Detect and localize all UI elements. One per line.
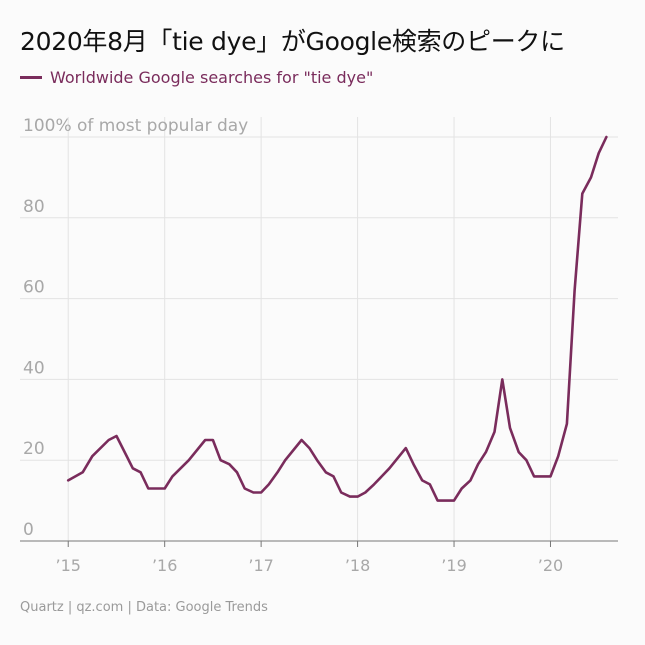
y-tick-label: 100% of most popular day [23, 116, 248, 136]
x-tick-label: ’16 [152, 556, 177, 575]
series-layer [66, 135, 608, 502]
y-tick-label: 20 [23, 439, 45, 459]
legend-swatch [20, 76, 42, 79]
grid-layer [20, 117, 618, 547]
source-credit: Quartz | qz.com | Data: Google Trends [20, 600, 268, 615]
x-tick-label: ’17 [248, 556, 273, 575]
legend-label: Worldwide Google searches for "tie dye" [50, 68, 374, 87]
legend: Worldwide Google searches for "tie dye" [20, 68, 373, 87]
x-tick-label: ’20 [538, 556, 563, 575]
x-tick-label: ’15 [55, 556, 80, 575]
x-tick-label: ’19 [441, 556, 466, 575]
y-tick-label: 80 [23, 197, 45, 217]
y-tick-label: 0 [23, 520, 34, 540]
x-tick-labels: ’15 ’16 ’17 ’18 ’19 ’20 [55, 556, 563, 575]
y-tick-label: 40 [23, 358, 45, 378]
x-tick-label: ’18 [345, 556, 370, 575]
chart-title: 2020年8月「tie dye」がGoogle検索のピークに [20, 27, 565, 56]
series-line [66, 135, 608, 502]
y-tick-labels: 0 20 40 60 80 100% of most popular day [23, 116, 248, 540]
y-tick-label: 60 [23, 278, 45, 298]
